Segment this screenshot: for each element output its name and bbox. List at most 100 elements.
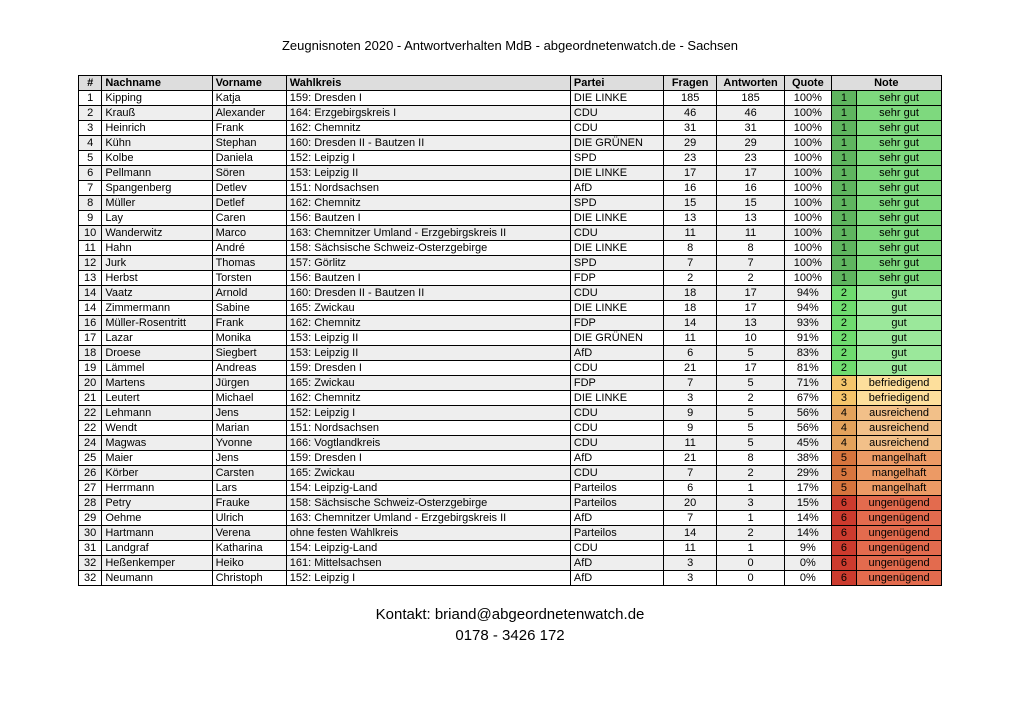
- page: Zeugnisnoten 2020 - Antwortverhalten MdB…: [0, 0, 1020, 721]
- cell-antworten: 5: [717, 346, 785, 361]
- cell-fragen: 7: [664, 511, 717, 526]
- cell-partei: SPD: [570, 256, 663, 271]
- cell-fragen: 14: [664, 316, 717, 331]
- cell-grade-num: 1: [831, 121, 856, 136]
- cell-firstname: Michael: [212, 391, 286, 406]
- col-num: #: [79, 76, 102, 91]
- cell-grade-txt: befriedigend: [857, 391, 942, 406]
- cell-grade-txt: gut: [857, 331, 942, 346]
- table-row: 32NeumannChristoph152: Leipzig IAfD300%6…: [79, 571, 942, 586]
- cell-wahlkreis: 159: Dresden I: [286, 451, 570, 466]
- cell-firstname: Christoph: [212, 571, 286, 586]
- cell-num: 3: [79, 121, 102, 136]
- col-fragen: Fragen: [664, 76, 717, 91]
- cell-antworten: 1: [717, 541, 785, 556]
- table-row: 32HeßenkemperHeiko161: MittelsachsenAfD3…: [79, 556, 942, 571]
- cell-wahlkreis: 163: Chemnitzer Umland - Erzgebirgskreis…: [286, 226, 570, 241]
- col-quote: Quote: [785, 76, 832, 91]
- cell-quote: 0%: [785, 571, 832, 586]
- cell-partei: DIE GRÜNEN: [570, 136, 663, 151]
- cell-wahlkreis: 153: Leipzig II: [286, 331, 570, 346]
- footer: Kontakt: briand@abgeordnetenwatch.de 017…: [78, 604, 942, 646]
- cell-wahlkreis: 157: Görlitz: [286, 256, 570, 271]
- cell-fragen: 20: [664, 496, 717, 511]
- table-row: 2KraußAlexander164: Erzgebirgskreis ICDU…: [79, 106, 942, 121]
- cell-lastname: Leutert: [102, 391, 212, 406]
- cell-quote: 83%: [785, 346, 832, 361]
- cell-grade-txt: gut: [857, 361, 942, 376]
- cell-lastname: Müller-Rosentritt: [102, 316, 212, 331]
- cell-fragen: 7: [664, 466, 717, 481]
- col-wahlkreis: Wahlkreis: [286, 76, 570, 91]
- cell-wahlkreis: 158: Sächsische Schweiz-Osterzgebirge: [286, 241, 570, 256]
- cell-grade-num: 4: [831, 421, 856, 436]
- cell-wahlkreis: 166: Vogtlandkreis: [286, 436, 570, 451]
- cell-num: 14: [79, 301, 102, 316]
- cell-partei: DIE LINKE: [570, 391, 663, 406]
- cell-firstname: Katja: [212, 91, 286, 106]
- cell-grade-num: 1: [831, 166, 856, 181]
- cell-grade-txt: ungenügend: [857, 496, 942, 511]
- table-header-row: # Nachname Vorname Wahlkreis Partei Frag…: [79, 76, 942, 91]
- cell-lastname: Kipping: [102, 91, 212, 106]
- cell-antworten: 13: [717, 316, 785, 331]
- cell-firstname: Carsten: [212, 466, 286, 481]
- cell-firstname: Arnold: [212, 286, 286, 301]
- cell-quote: 100%: [785, 211, 832, 226]
- cell-lastname: Landgraf: [102, 541, 212, 556]
- cell-quote: 0%: [785, 556, 832, 571]
- cell-lastname: Martens: [102, 376, 212, 391]
- cell-firstname: Ulrich: [212, 511, 286, 526]
- cell-partei: AfD: [570, 511, 663, 526]
- cell-partei: DIE LINKE: [570, 166, 663, 181]
- cell-firstname: Heiko: [212, 556, 286, 571]
- cell-grade-txt: ausreichend: [857, 406, 942, 421]
- cell-wahlkreis: 153: Leipzig II: [286, 346, 570, 361]
- cell-grade-num: 2: [831, 346, 856, 361]
- cell-antworten: 17: [717, 301, 785, 316]
- cell-antworten: 3: [717, 496, 785, 511]
- cell-lastname: Müller: [102, 196, 212, 211]
- cell-antworten: 10: [717, 331, 785, 346]
- cell-grade-num: 6: [831, 511, 856, 526]
- cell-wahlkreis: 156: Bautzen I: [286, 271, 570, 286]
- cell-fragen: 3: [664, 556, 717, 571]
- cell-firstname: Marco: [212, 226, 286, 241]
- cell-num: 13: [79, 271, 102, 286]
- cell-lastname: Lämmel: [102, 361, 212, 376]
- cell-grade-num: 5: [831, 481, 856, 496]
- table-row: 24MagwasYvonne166: VogtlandkreisCDU11545…: [79, 436, 942, 451]
- cell-num: 9: [79, 211, 102, 226]
- cell-partei: CDU: [570, 406, 663, 421]
- cell-partei: Parteilos: [570, 526, 663, 541]
- cell-grade-txt: sehr gut: [857, 181, 942, 196]
- cell-quote: 9%: [785, 541, 832, 556]
- cell-wahlkreis: 151: Nordsachsen: [286, 421, 570, 436]
- cell-wahlkreis: 165: Zwickau: [286, 466, 570, 481]
- cell-partei: FDP: [570, 316, 663, 331]
- cell-grade-num: 3: [831, 376, 856, 391]
- cell-lastname: Neumann: [102, 571, 212, 586]
- cell-fragen: 13: [664, 211, 717, 226]
- col-lastname: Nachname: [102, 76, 212, 91]
- table-row: 20MartensJürgen165: ZwickauFDP7571%3befr…: [79, 376, 942, 391]
- cell-antworten: 17: [717, 166, 785, 181]
- cell-quote: 100%: [785, 271, 832, 286]
- cell-partei: DIE LINKE: [570, 211, 663, 226]
- cell-fragen: 17: [664, 166, 717, 181]
- cell-fragen: 18: [664, 286, 717, 301]
- cell-antworten: 5: [717, 406, 785, 421]
- cell-grade-num: 5: [831, 466, 856, 481]
- cell-quote: 17%: [785, 481, 832, 496]
- cell-fragen: 16: [664, 181, 717, 196]
- cell-quote: 71%: [785, 376, 832, 391]
- cell-partei: CDU: [570, 106, 663, 121]
- cell-quote: 100%: [785, 226, 832, 241]
- cell-quote: 100%: [785, 181, 832, 196]
- cell-partei: CDU: [570, 286, 663, 301]
- cell-grade-txt: ungenügend: [857, 571, 942, 586]
- cell-num: 26: [79, 466, 102, 481]
- table-row: 28PetryFrauke158: Sächsische Schweiz-Ost…: [79, 496, 942, 511]
- cell-grade-txt: ungenügend: [857, 541, 942, 556]
- cell-firstname: Daniela: [212, 151, 286, 166]
